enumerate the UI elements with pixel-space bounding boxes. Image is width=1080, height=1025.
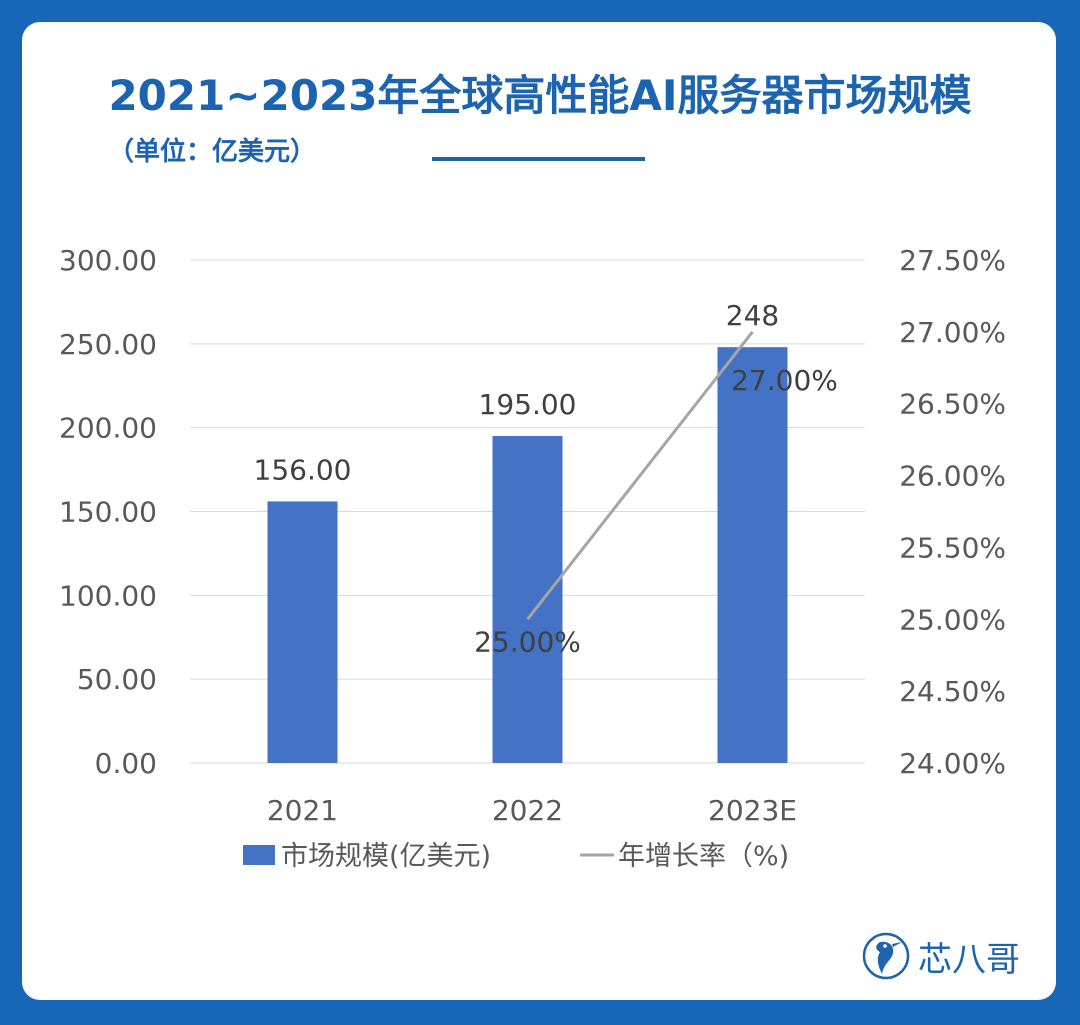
x-tick-label: 2021 (267, 794, 338, 827)
y-right-tick-label: 26.00% (899, 460, 1006, 493)
x-tick-label: 2023E (708, 794, 797, 827)
y-right-tick-label: 27.00% (899, 316, 1006, 349)
bar-data-label: 248 (726, 299, 779, 332)
y-left-tick-label: 150.00 (59, 496, 157, 529)
y-left-tick-label: 100.00 (59, 579, 157, 612)
legend-line-label: 年增长率（%) (618, 841, 789, 872)
legend-bar-swatch (243, 845, 275, 865)
legend-bar-label: 市场规模(亿美元) (281, 841, 491, 872)
growth-rate-line (526, 330, 754, 621)
bar (717, 347, 788, 763)
y-left-tick-label: 250.00 (59, 328, 157, 361)
y-right-tick-label: 25.50% (899, 531, 1006, 564)
y-right-tick-label: 27.50% (899, 244, 1006, 277)
bar-data-label: 156.00 (254, 453, 352, 486)
brand-name: 芯八哥 (918, 939, 1020, 980)
y-left-tick-label: 0.00 (95, 747, 157, 780)
y-right-tick-label: 24.50% (899, 675, 1006, 708)
chart-title: 2021~2023年全球高性能AI服务器市场规模 (108, 71, 972, 120)
bar (267, 501, 338, 763)
y-left-tick-label: 200.00 (59, 412, 157, 445)
kingfisher-logo-icon (862, 932, 910, 980)
y-right-tick-label: 24.00% (899, 747, 1006, 780)
chart-subtitle: （单位：亿美元） (108, 137, 317, 167)
brand-logo: 芯八哥 (860, 930, 1020, 982)
y-left-tick-label: 50.00 (77, 663, 157, 696)
bar-data-label: 195.00 (479, 388, 577, 421)
line-data-label: 25.00% (474, 625, 581, 658)
bar (492, 436, 563, 763)
y-right-tick-label: 25.00% (899, 603, 1006, 636)
x-tick-label: 2022 (492, 794, 563, 827)
y-right-tick-label: 26.50% (899, 388, 1006, 421)
line-data-label: 27.00% (731, 364, 838, 397)
title-underline (432, 157, 645, 161)
y-left-tick-label: 300.00 (59, 244, 157, 277)
